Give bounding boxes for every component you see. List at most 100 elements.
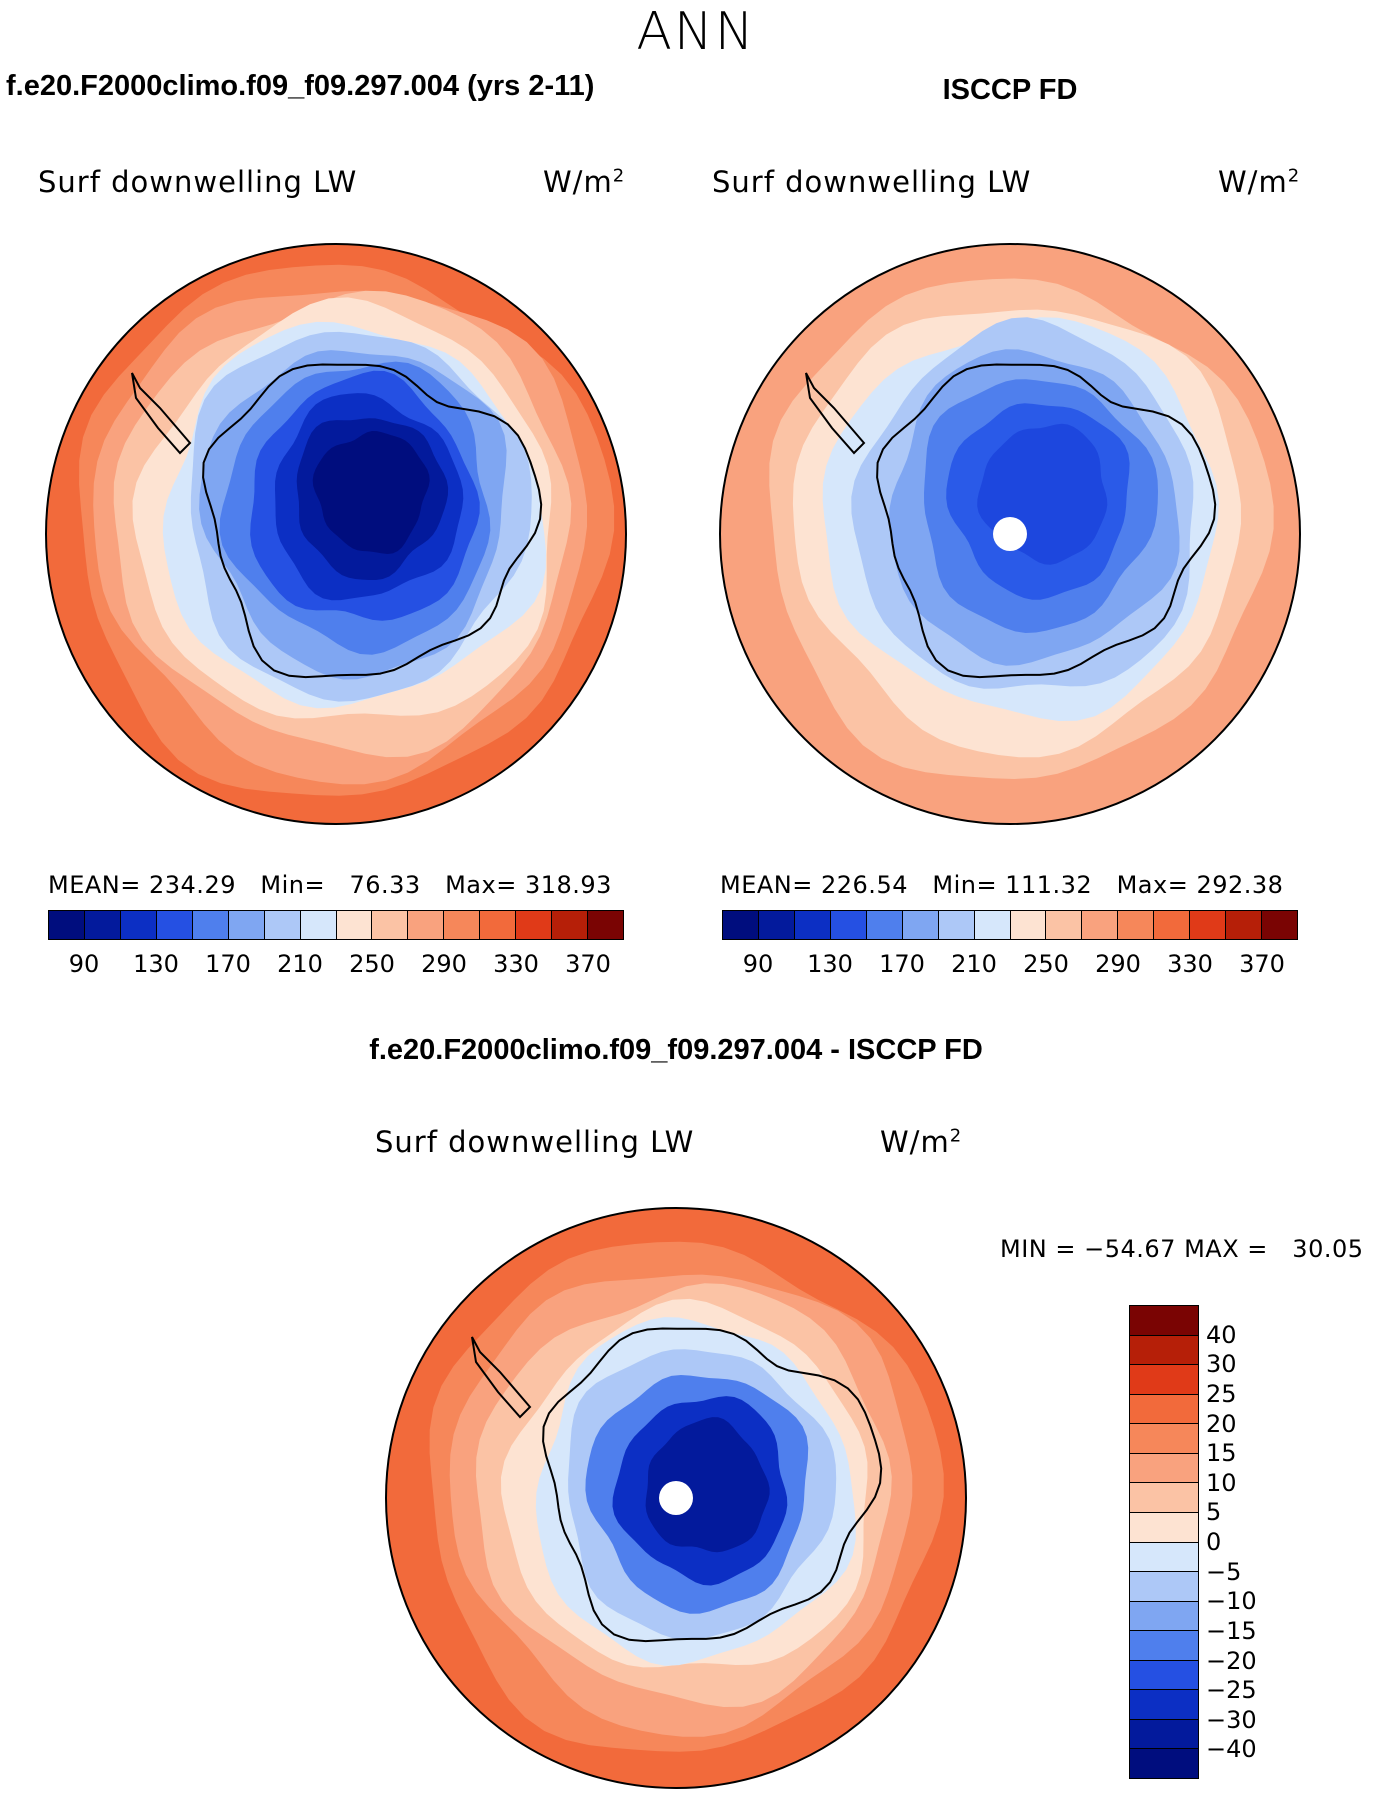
colorbar-swatch: [1130, 1719, 1198, 1750]
antarctic-peninsula: [131, 372, 192, 455]
colorbar-swatch: [1130, 1424, 1198, 1454]
panel-1-mean: 234.29: [149, 871, 236, 899]
colorbar-swatch: [1130, 1365, 1198, 1395]
diff-polar-map: [385, 1207, 967, 1789]
colorbar-swatch: [1262, 911, 1297, 939]
colorbar-tick-label: −25: [1206, 1676, 1257, 1705]
colorbar-tick-label: 210: [277, 950, 323, 978]
colorbar-tick-label: 330: [1167, 950, 1213, 978]
colorbar-tick-label: −40: [1206, 1735, 1257, 1764]
colorbar-tick-label: 10: [1206, 1468, 1237, 1497]
colorbar-swatch: [938, 911, 975, 939]
colorbar-tick-label: 20: [1206, 1409, 1237, 1438]
pole-missing-data: [993, 517, 1027, 551]
antarctica-coastline: [542, 1327, 883, 1643]
colorbar-tick-label: 30: [1206, 1350, 1237, 1379]
contour-band--40: [645, 1417, 770, 1553]
panel-2-mean: 226.54: [821, 871, 908, 899]
colorbar-swatch: [1130, 1512, 1198, 1543]
panel-1-title: f.e20.F2000climo.f09_f09.297.004 (yrs 2-…: [6, 70, 595, 102]
diff-panel-title: f.e20.F2000climo.f09_f09.297.004 - ISCCP…: [369, 1034, 983, 1066]
colorbar-tick-label: 0: [1206, 1528, 1222, 1556]
colorbar-swatch: [1130, 1306, 1198, 1336]
colorbar-swatch: [336, 911, 373, 939]
colorbar-tick-label: 370: [1239, 950, 1285, 978]
colorbar-swatch: [1130, 1660, 1198, 1691]
colorbar-tick-label: 370: [565, 950, 611, 978]
colorbar-tick-label: 250: [349, 950, 395, 978]
colorbar-tick-label: −15: [1206, 1616, 1257, 1645]
season-title: ANN: [636, 2, 756, 62]
colorbar-swatch: [866, 911, 903, 939]
diff-max: 30.05: [1292, 1235, 1364, 1263]
diff-min: −54.67: [1084, 1235, 1176, 1263]
colorbar-swatch: [408, 911, 445, 939]
diff-panel-units: W/m2: [880, 1125, 963, 1159]
panel-1-stats: MEAN= 234.29 Min= 76.33 Max= 318.93: [48, 871, 612, 899]
colorbar-swatch: [516, 911, 553, 939]
colorbar-swatch: [1130, 1483, 1198, 1513]
pole-missing-data: [659, 1481, 693, 1515]
panel-2-variable: Surf downwelling LW: [712, 165, 1032, 199]
diff-panel-variable: Surf downwelling LW: [375, 1125, 695, 1159]
colorbar-swatch: [228, 911, 265, 939]
panel-1-units: W/m2: [543, 165, 626, 199]
colorbar-swatch: [830, 911, 867, 939]
diff-colorbar: [1129, 1305, 1199, 1779]
colorbar-swatch: [84, 911, 121, 939]
colorbar-swatch: [552, 911, 589, 939]
colorbar-tick-label: −5: [1206, 1557, 1242, 1586]
colorbar-swatch: [1154, 911, 1191, 939]
colorbar-tick-label: 290: [421, 950, 467, 978]
colorbar-swatch: [49, 911, 85, 939]
colorbar-swatch: [723, 911, 759, 939]
colorbar-tick-label: 290: [1095, 950, 1141, 978]
colorbar-swatch: [1010, 911, 1047, 939]
colorbar-tick-label: 40: [1206, 1320, 1237, 1349]
panel-2-units: W/m2: [1218, 165, 1301, 199]
antarctica-coastline: [876, 363, 1217, 679]
panel-2-min: 111.32: [1005, 871, 1093, 899]
colorbar-tick-label: 15: [1206, 1439, 1237, 1468]
colorbar-swatch: [372, 911, 409, 939]
colorbar-swatch: [480, 911, 517, 939]
colorbar-swatch: [974, 911, 1011, 939]
colorbar-swatch: [1130, 1601, 1198, 1632]
panel-2-stats: MEAN= 226.54 Min= 111.32 Max= 292.38: [720, 871, 1284, 899]
diff-minmax: MIN = −54.67 MAX = 30.05: [1000, 1235, 1364, 1263]
panel-1-colorbar: [48, 910, 624, 940]
colorbar-swatch: [794, 911, 831, 939]
colorbar-swatch: [902, 911, 939, 939]
colorbar-tick-label: 90: [742, 950, 774, 978]
colorbar-swatch: [1130, 1631, 1198, 1661]
map-boundary: [45, 243, 627, 825]
panel-1-variable: Surf downwelling LW: [38, 165, 358, 199]
panel-2-colorbar: [722, 910, 1298, 940]
colorbar-tick-label: 250: [1023, 950, 1069, 978]
colorbar-swatch: [588, 911, 623, 939]
colorbar-swatch: [1226, 911, 1263, 939]
panel-1-polar-map: [45, 243, 627, 825]
colorbar-swatch: [156, 911, 193, 939]
colorbar-tick-label: 90: [68, 950, 100, 978]
colorbar-tick-label: 5: [1206, 1498, 1222, 1527]
colorbar-tick-label: 170: [205, 950, 251, 978]
antarctic-peninsula: [471, 1336, 532, 1419]
colorbar-tick-label: 330: [493, 950, 539, 978]
colorbar-swatch: [300, 911, 337, 939]
colorbar-swatch: [1082, 911, 1119, 939]
colorbar-swatch: [1118, 911, 1155, 939]
colorbar-tick-label: −20: [1206, 1646, 1257, 1675]
colorbar-swatch: [1130, 1453, 1198, 1484]
colorbar-tick-label: 210: [951, 950, 997, 978]
colorbar-swatch: [120, 911, 157, 939]
panel-1-min: 76.33: [349, 871, 421, 899]
panel-2-title: ISCCP FD: [942, 74, 1078, 106]
colorbar-swatch: [1130, 1690, 1198, 1720]
panel-2-polar-map: [719, 243, 1301, 825]
colorbar-tick-label: 170: [879, 950, 925, 978]
colorbar-tick-label: −10: [1206, 1587, 1257, 1616]
colorbar-swatch: [1190, 911, 1227, 939]
panel-1-colorbar-ticks: 90 130 170 210 250 290 330 370: [48, 950, 624, 980]
colorbar-swatch: [1046, 911, 1083, 939]
